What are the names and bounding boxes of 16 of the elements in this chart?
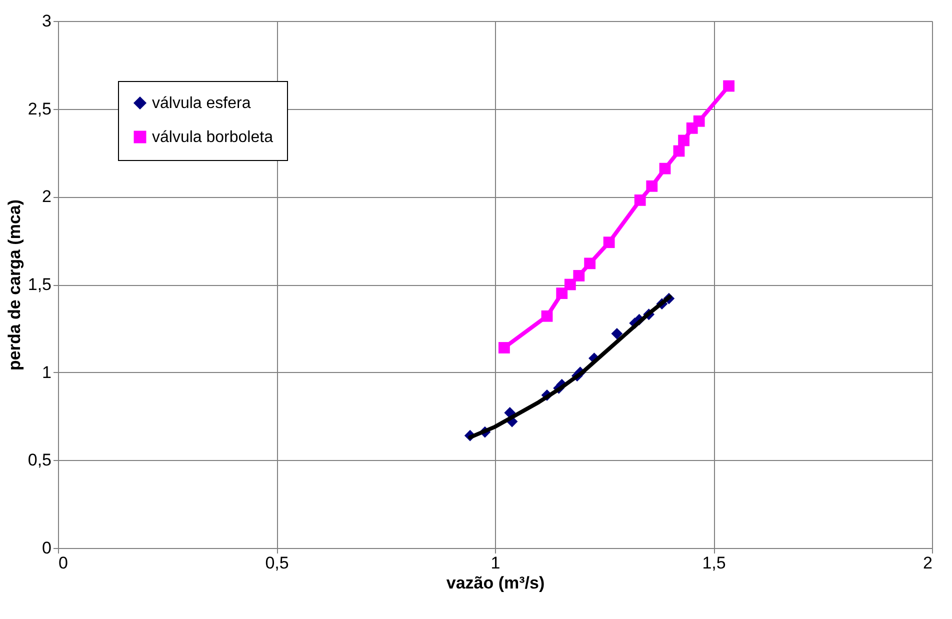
legend-label: válvula esfera <box>152 95 251 112</box>
y-tick-label: 0,5 <box>28 450 52 470</box>
y-tick-label: 3 <box>42 12 52 30</box>
x-tick-label: 0 <box>58 554 68 572</box>
x-tick-label: 0,5 <box>265 554 289 572</box>
x-tick-label: 1 <box>490 554 500 572</box>
x-axis-title: vazão (m³/s) <box>446 574 545 592</box>
legend-label: válvula borboleta <box>152 129 274 146</box>
y-tick-label: 2,5 <box>28 99 52 118</box>
y-tick-label: 1,5 <box>28 275 52 294</box>
y-tick-label: 2 <box>42 187 52 206</box>
y-tick-label: 1 <box>42 362 52 382</box>
x-tick-label: 1,5 <box>702 554 726 572</box>
y-tick-label: 0 <box>42 538 52 558</box>
x-tick-label: 2 <box>923 554 932 572</box>
y-axis-title: perda de carga (mca) <box>4 199 24 371</box>
